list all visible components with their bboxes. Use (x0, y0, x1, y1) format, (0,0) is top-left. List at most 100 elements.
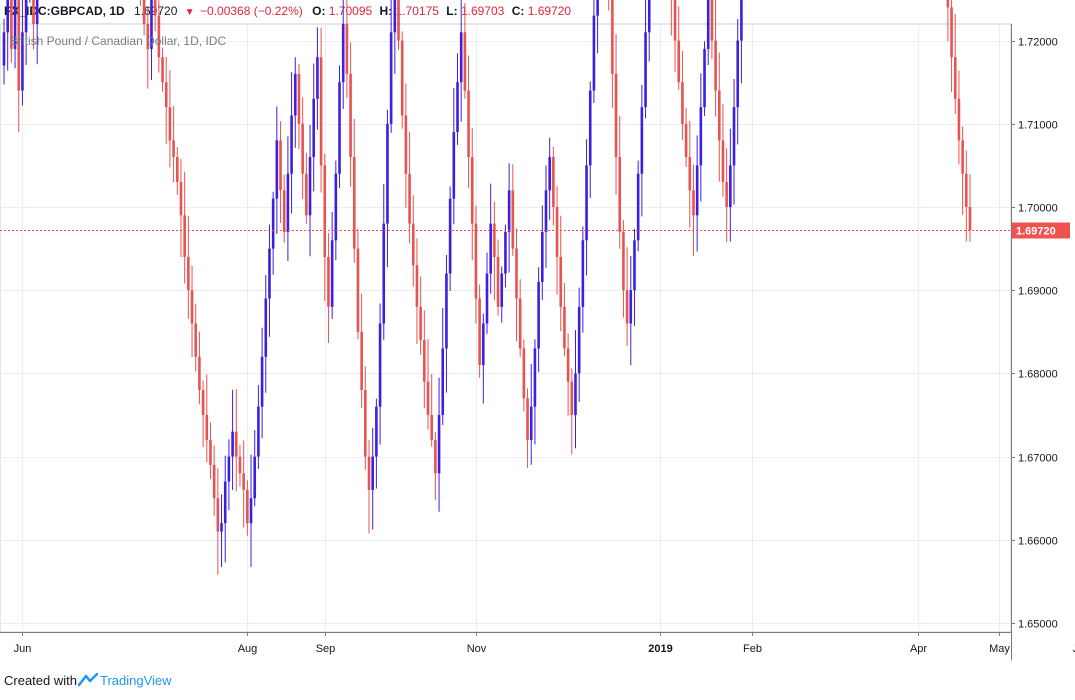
candle-down (349, 42, 352, 187)
candle-down (552, 146, 555, 226)
candle-down (493, 201, 496, 301)
candle-body (198, 356, 201, 391)
candle-down (242, 440, 245, 528)
last-price-tag: 1.69720 (1012, 222, 1070, 239)
candle-body (729, 165, 732, 207)
open-label: O: (312, 4, 326, 18)
candle-body (570, 381, 574, 415)
candle-body (212, 464, 216, 499)
candle-up (740, 0, 743, 84)
candle-body (257, 406, 260, 457)
candle-down (179, 159, 183, 258)
candle-up (227, 439, 231, 511)
candle-down (563, 282, 566, 357)
candle-up (544, 165, 548, 268)
candle-down (301, 97, 304, 200)
candle-body (386, 123, 389, 224)
candle-body (400, 40, 404, 116)
candle-down (670, 0, 672, 36)
y-tick-label: 1.71000 (1018, 120, 1058, 132)
candle-body (507, 190, 511, 232)
candle-body (467, 90, 470, 158)
candle-down (411, 195, 415, 287)
candle-body (430, 415, 433, 440)
candle-body (577, 306, 581, 374)
candle-up (533, 339, 537, 445)
candle-down (10, 0, 13, 63)
candle-down (194, 303, 198, 372)
candle-up (249, 454, 253, 567)
candle-down (946, 0, 950, 42)
candle-body (275, 140, 279, 199)
candles (2, 0, 972, 575)
candle-body (360, 331, 363, 391)
candle-body (146, 23, 150, 49)
candle-up (504, 224, 507, 288)
candle-down (566, 333, 570, 416)
candle-down (153, 0, 157, 32)
candle-up (2, 18, 6, 85)
candle-body (459, 32, 463, 83)
candle-down (677, 6, 681, 90)
candle-body (644, 32, 647, 108)
candle-body (293, 73, 297, 116)
candle-down (555, 185, 559, 295)
candle-up (316, 27, 319, 130)
candle-body (308, 157, 312, 216)
candle-body (544, 190, 548, 232)
candle-up (732, 79, 736, 205)
price-axis[interactable]: 1.65000 1.66000 1.67000 1.68000 1.69000 1.700… (1011, 0, 1058, 631)
candle-up (548, 137, 551, 220)
candle-body (268, 248, 271, 299)
candle-body (541, 231, 544, 282)
candle-body (2, 32, 6, 66)
candle-body (150, 0, 153, 49)
candle-body (482, 323, 485, 366)
x-tick-label: Jun (1073, 643, 1075, 655)
candle-body (316, 57, 319, 99)
candle-up (253, 430, 257, 507)
candle-body (706, 0, 710, 49)
candle-down (965, 150, 968, 242)
candle-body (187, 256, 190, 291)
candle-down (164, 56, 168, 144)
candle-body (279, 140, 282, 191)
candle-up (341, 0, 345, 109)
x-tick-label: Jun (14, 643, 32, 655)
candle-up (441, 307, 445, 425)
candle-up (647, 0, 651, 62)
candle-up (699, 73, 703, 202)
candle-down (950, 0, 953, 92)
candle-body (526, 398, 529, 440)
candle-up (6, 0, 9, 71)
y-tick-label: 1.66000 (1018, 536, 1058, 548)
candle-body (518, 298, 522, 349)
candle-body (253, 456, 257, 499)
candle-body (35, 0, 39, 24)
candle-body (965, 173, 968, 207)
tradingview-brand[interactable]: TradingView (100, 673, 172, 688)
candle-body (319, 57, 323, 166)
candle-down (692, 164, 695, 256)
candle-body (404, 115, 408, 174)
candle-up (489, 183, 492, 294)
candle-body (290, 115, 293, 174)
candle-body (21, 32, 24, 91)
candle-body (489, 223, 492, 274)
candle-body (234, 431, 238, 457)
candle-down (161, 47, 164, 92)
candle-down (725, 148, 728, 243)
candle-down (470, 128, 474, 261)
candle-down (518, 279, 522, 357)
time-axis[interactable]: Jun Aug Sep Nov 2019 Feb Apr May Jun (14, 632, 1075, 655)
price-chart[interactable]: 1.65000 1.66000 1.67000 1.68000 1.69000 1.700… (0, 0, 1075, 672)
candle-up (223, 455, 227, 563)
candle-down (142, 0, 146, 36)
candle-up (644, 0, 647, 119)
candle-body (629, 290, 633, 324)
created-with-text: Created with (4, 673, 77, 688)
candle-down (968, 174, 972, 242)
candle-down (305, 152, 308, 224)
candle-down (434, 432, 437, 500)
candle-up (633, 228, 636, 326)
